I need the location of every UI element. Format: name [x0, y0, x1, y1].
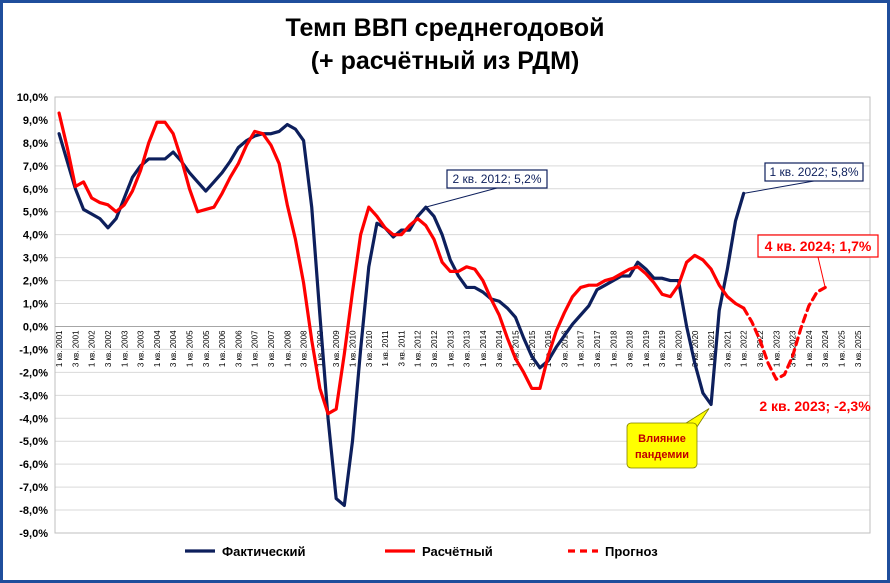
y-tick-label: 4,0% — [23, 230, 48, 242]
legend-label-3: Прогноз — [605, 544, 658, 559]
y-tick-label: 1,0% — [23, 299, 48, 311]
legend-label-1: Фактический — [222, 544, 306, 559]
x-tick-label: 3 кв. 2012 — [430, 330, 439, 367]
y-tick-label: -5,0% — [19, 436, 48, 448]
y-tick-label: 9,0% — [23, 115, 48, 127]
x-tick-label: 3 кв. 2007 — [267, 330, 276, 367]
legend-label-2: Расчётный — [422, 544, 493, 559]
annotation-2024-text: 4 кв. 2024; 1,7% — [765, 238, 872, 254]
x-tick-label: 1 кв. 2008 — [283, 330, 292, 367]
x-tick-label: 1 кв. 2025 — [837, 330, 846, 367]
y-tick-label: -3,0% — [19, 390, 48, 402]
pandemic-callout-line-2: пандемии — [635, 449, 689, 461]
x-tick-label: 3 кв. 2018 — [626, 330, 635, 367]
x-tick-label: 3 кв. 2010 — [365, 330, 374, 367]
annotation-2012-box — [446, 169, 548, 189]
annotation-2024-box — [757, 234, 879, 258]
x-tick-label: 1 кв. 2010 — [348, 330, 357, 367]
x-tick-label: 3 кв. 2004 — [169, 330, 178, 367]
x-tick-label: 1 кв. 2001 — [55, 330, 64, 367]
x-tick-label: 3 кв. 2002 — [104, 330, 113, 367]
chart-title: Темп ВВП среднегодовой (+ расчётный из Р… — [0, 12, 890, 78]
y-tick-label: 7,0% — [23, 161, 48, 173]
x-tick-label: 3 кв. 2014 — [495, 330, 504, 367]
x-tick-label: 1 кв. 2004 — [153, 330, 162, 367]
x-tick-label: 1 кв. 2016 — [544, 330, 553, 367]
x-tick-label: 1 кв. 2013 — [446, 330, 455, 367]
annotation-2012-text: 2 кв. 2012; 5,2% — [452, 172, 541, 186]
x-tick-label: 1 кв. 2014 — [479, 330, 488, 367]
annotation-2022-text: 1 кв. 2022; 5,8% — [769, 165, 858, 179]
x-tick-label: 3 кв. 2001 — [71, 330, 80, 367]
x-tick-label: 3 кв. 2009 — [332, 330, 341, 367]
x-tick-label: 1 кв. 2018 — [609, 330, 618, 367]
x-tick-label: 1 кв. 2003 — [120, 330, 129, 367]
y-tick-label: 5,0% — [23, 207, 48, 219]
x-tick-label: 1 кв. 2007 — [251, 330, 260, 367]
x-tick-label: 1 кв. 2017 — [577, 330, 586, 367]
x-tick-label: 3 кв. 2021 — [723, 330, 732, 367]
y-tick-label: -9,0% — [19, 528, 48, 540]
annotation-2024-leader — [817, 256, 826, 288]
series-line-2 — [57, 111, 746, 416]
series-line-3 — [742, 285, 827, 381]
y-tick-label: -4,0% — [19, 413, 48, 425]
plot-area-border — [54, 96, 871, 534]
chart-title-line-1: Темп ВВП среднегодовой — [285, 14, 605, 42]
annotation-2022-leader — [743, 180, 815, 194]
y-tick-label: 6,0% — [23, 184, 48, 196]
x-tick-label: 3 кв. 2013 — [463, 330, 472, 367]
x-tick-label: 3 кв. 2023 — [789, 330, 798, 367]
x-tick-label: 3 кв. 2006 — [234, 330, 243, 367]
annotation-2022-box — [764, 162, 864, 182]
x-tick-label: 1 кв. 2012 — [414, 330, 423, 367]
x-tick-label: 1 кв. 2023 — [772, 330, 781, 367]
x-tick-label: 3 кв. 2003 — [137, 330, 146, 367]
x-tick-label: 1 кв. 2015 — [511, 330, 520, 367]
y-tick-label: 0,0% — [23, 321, 48, 333]
y-tick-label: -2,0% — [19, 367, 48, 379]
y-tick-label: -6,0% — [19, 459, 48, 471]
y-tick-label: 2,0% — [23, 276, 48, 288]
x-tick-label: 1 кв. 2024 — [805, 330, 814, 367]
x-tick-label: 1 кв. 2002 — [88, 330, 97, 367]
y-tick-label: -1,0% — [19, 344, 48, 356]
x-tick-label: 3 кв. 2024 — [821, 330, 830, 367]
y-tick-label: 8,0% — [23, 138, 48, 150]
pandemic-callout-box — [626, 422, 698, 469]
x-tick-label: 1 кв. 2022 — [740, 330, 749, 367]
series-line-1 — [57, 122, 746, 508]
x-tick-label: 1 кв. 2011 — [381, 330, 390, 367]
x-tick-label: 1 кв. 2009 — [316, 330, 325, 367]
x-tick-label: 3 кв. 2020 — [691, 330, 700, 367]
y-tick-label: 10,0% — [17, 92, 48, 104]
x-tick-label: 3 кв. 2011 — [397, 330, 406, 367]
x-tick-label: 3 кв. 2017 — [593, 330, 602, 367]
x-tick-label: 1 кв. 2019 — [642, 330, 651, 367]
x-tick-label: 3 кв. 2019 — [658, 330, 667, 367]
y-tick-label: 3,0% — [23, 253, 48, 265]
x-tick-label: 3 кв. 2016 — [560, 330, 569, 367]
pandemic-callout-line-1: Влияние — [638, 433, 686, 445]
x-tick-label: 1 кв. 2020 — [674, 330, 683, 367]
annotation-2012-leader — [425, 187, 498, 208]
x-tick-label: 3 кв. 2015 — [528, 330, 537, 367]
annotation-2023-text: 2 кв. 2023; -2,3% — [759, 398, 871, 414]
x-tick-label: 1 кв. 2021 — [707, 330, 716, 367]
x-tick-label: 1 кв. 2006 — [218, 330, 227, 367]
x-tick-label: 3 кв. 2008 — [300, 330, 309, 367]
y-tick-label: -8,0% — [19, 505, 48, 517]
x-tick-label: 3 кв. 2025 — [854, 330, 863, 367]
x-tick-label: 3 кв. 2005 — [202, 330, 211, 367]
x-tick-label: 1 кв. 2005 — [185, 330, 194, 367]
y-tick-label: -7,0% — [19, 482, 48, 494]
x-tick-label: 3 кв. 2022 — [756, 330, 765, 367]
chart-title-line-2: (+ расчётный из РДМ) — [310, 47, 580, 75]
